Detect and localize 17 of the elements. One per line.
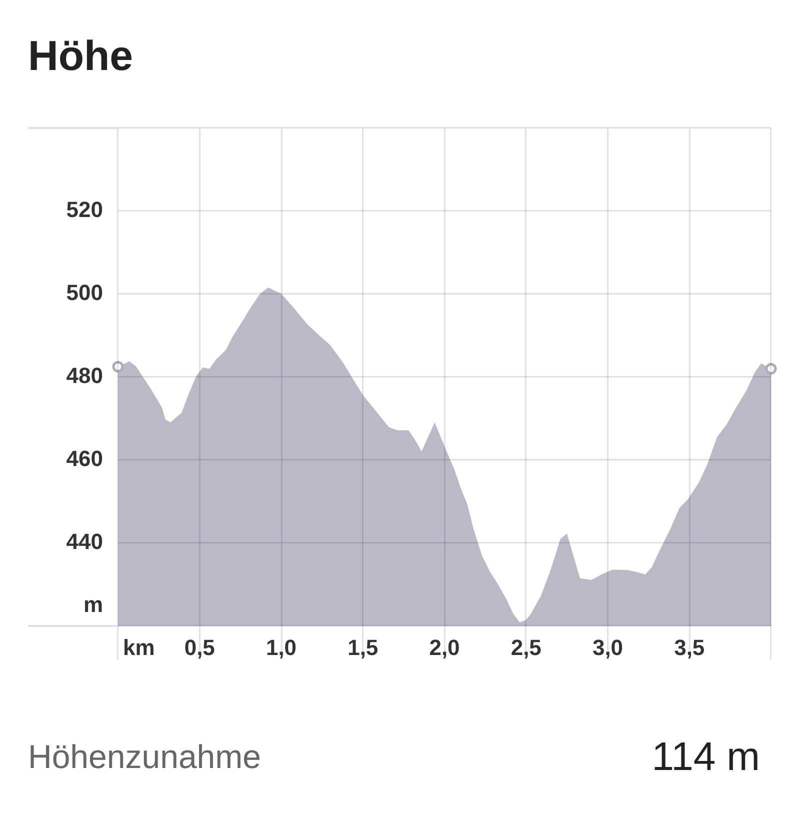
x-tick-label: 2,0 xyxy=(429,635,460,660)
y-tick-label: 440 xyxy=(66,529,103,554)
x-tick-label: 1,5 xyxy=(348,635,378,660)
chart-title: Höhe xyxy=(28,31,133,81)
x-tick-label: 3,0 xyxy=(592,635,624,660)
text: Höhenzunahme xyxy=(28,738,261,776)
y-tick-label: 500 xyxy=(66,280,103,306)
y-axis-title: m xyxy=(83,592,103,618)
y-tick-label: 480 xyxy=(66,363,103,388)
x-tick-label: 3,5 xyxy=(674,635,705,660)
text: 114 m xyxy=(652,734,760,780)
x-axis-title: km xyxy=(123,635,155,660)
x-tick-label: 0,5 xyxy=(184,635,215,660)
y-tick-label: 520 xyxy=(66,197,103,222)
y-tick-label: 460 xyxy=(66,446,103,472)
x-tick-label: 2,5 xyxy=(510,635,542,660)
x-tick-label: 1,0 xyxy=(266,635,297,660)
